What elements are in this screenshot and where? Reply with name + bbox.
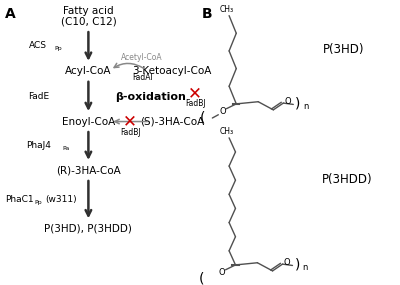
Text: O: O — [284, 258, 290, 267]
Text: O: O — [284, 97, 291, 106]
Text: FadBJ: FadBJ — [120, 129, 140, 137]
Text: (R)-3HA-CoA: (R)-3HA-CoA — [56, 165, 121, 176]
Text: PhaJ4: PhaJ4 — [27, 141, 52, 150]
Text: A: A — [5, 7, 16, 21]
Text: P(3HDD): P(3HDD) — [322, 174, 373, 186]
Text: PhaC1: PhaC1 — [5, 195, 33, 204]
Text: n: n — [303, 102, 308, 111]
Text: Acetyl-CoA: Acetyl-CoA — [121, 53, 163, 62]
Text: FadAI: FadAI — [132, 73, 152, 82]
Text: B: B — [202, 7, 213, 21]
Text: ACS: ACS — [28, 41, 46, 50]
Text: FadE: FadE — [28, 92, 50, 101]
Text: β-oxidation: β-oxidation — [115, 92, 186, 102]
Text: 3-Ketoacyl-CoA: 3-Ketoacyl-CoA — [132, 66, 212, 76]
Text: (S)-3HA-CoA: (S)-3HA-CoA — [140, 117, 204, 127]
Text: (C10, C12): (C10, C12) — [60, 17, 116, 27]
Text: n: n — [302, 263, 308, 272]
Text: Fatty acid: Fatty acid — [63, 6, 114, 16]
Text: Pp: Pp — [34, 200, 42, 205]
Text: CH₃: CH₃ — [220, 5, 234, 14]
Text: Pa: Pa — [62, 146, 70, 151]
Text: ): ) — [294, 257, 300, 271]
Text: O: O — [219, 107, 226, 116]
Text: P(3HD): P(3HD) — [323, 43, 364, 56]
Text: (: ( — [199, 272, 204, 285]
Text: FadBJ: FadBJ — [185, 99, 206, 108]
Text: CH₃: CH₃ — [220, 127, 234, 137]
Text: P(3HD), P(3HDD): P(3HD), P(3HDD) — [44, 224, 132, 234]
Text: (w311): (w311) — [45, 195, 77, 204]
Text: Enoyl-CoA: Enoyl-CoA — [62, 117, 115, 127]
Text: ✕: ✕ — [123, 113, 137, 131]
Text: Acyl-CoA: Acyl-CoA — [65, 66, 112, 76]
Text: (: ( — [200, 111, 205, 125]
Text: ✕: ✕ — [188, 84, 202, 102]
Text: O: O — [218, 268, 225, 277]
Text: Pp: Pp — [54, 46, 62, 51]
Text: ): ) — [295, 96, 301, 110]
